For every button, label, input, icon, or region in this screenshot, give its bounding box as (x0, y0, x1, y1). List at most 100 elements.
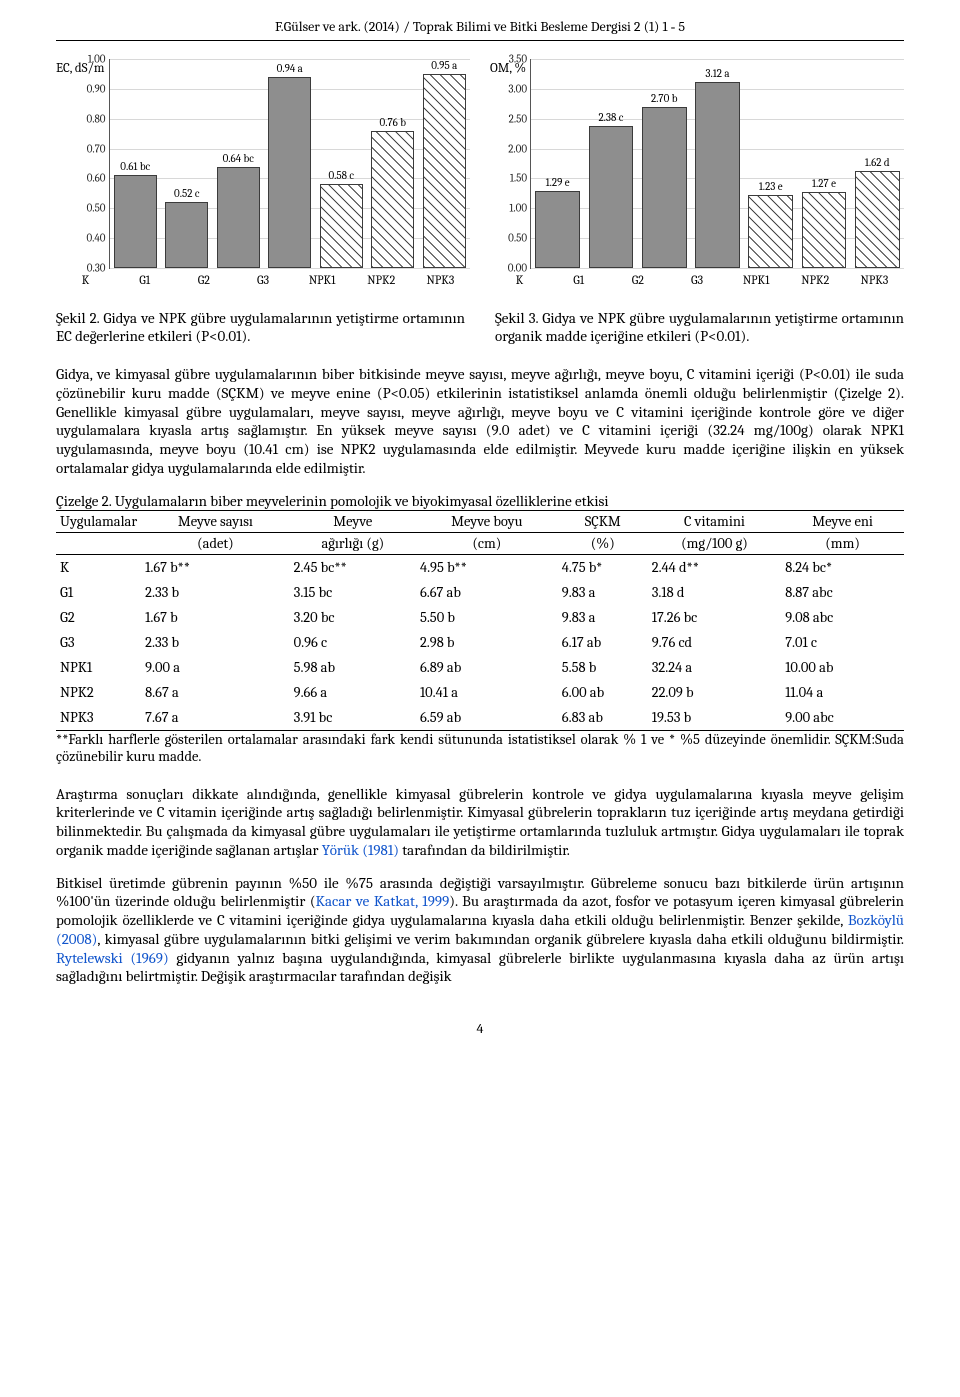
table-cell: 9.76 cd (648, 630, 781, 655)
bar-rect (320, 184, 363, 268)
bar-rect (589, 126, 634, 268)
charts-row: EC, dS/m 1.000.900.800.700.600.500.400.3… (56, 59, 904, 287)
table-cell: 9.00 abc (781, 705, 904, 731)
table-cizelge2: UygulamalarMeyve sayısıMeyveMeyve boyuSÇ… (56, 510, 904, 731)
ytick: 0.50 (508, 232, 531, 245)
table-cell: 10.00 ab (781, 655, 904, 680)
ytick: 1.00 (88, 53, 110, 66)
table-row: NPK19.00 a5.98 ab6.89 ab5.58 b32.24 a10.… (56, 655, 904, 680)
table-row: K1.67 b**2.45 bc**4.95 b**4.75 b*2.44 d*… (56, 554, 904, 580)
table-header: Meyve boyu (416, 510, 558, 532)
ytick: 1.00 (509, 202, 531, 215)
table-row: G12.33 b3.15 bc6.67 ab9.83 a3.18 d8.87 a… (56, 580, 904, 605)
table-cell: 9.08 abc (781, 605, 904, 630)
xtick: NPK1 (731, 273, 781, 287)
citation-link[interactable]: Rytelewski (1969) (56, 949, 169, 967)
table-footnote: **Farklı harflerle gösterilen ortalamala… (56, 731, 904, 765)
bar-rect (535, 191, 580, 268)
bar-value-label: 0.64 bc (223, 152, 254, 165)
text-run: , kimyasal gübre uygulamalarının bitki g… (97, 930, 904, 948)
ytick: 0.50 (87, 202, 110, 215)
xtick: NPK1 (297, 273, 347, 287)
xtick: NPK3 (416, 273, 466, 287)
table-cell: 5.58 b (558, 655, 648, 680)
table-cell: 9.00 a (141, 655, 290, 680)
table-cell: 8.87 abc (781, 580, 904, 605)
bar-NPK3: 0.95 a (423, 59, 466, 268)
bar-value-label: 0.52 c (174, 187, 199, 200)
table-cell: 6.83 ab (558, 705, 648, 731)
table-cell: NPK3 (56, 705, 141, 731)
xtick: NPK3 (850, 273, 900, 287)
table-cell: 1.67 b (141, 605, 290, 630)
table-cell: NPK2 (56, 680, 141, 705)
table-header: Meyve eni (781, 510, 904, 532)
table-cell: 7.01 c (781, 630, 904, 655)
bar-NPK3: 1.62 d (855, 59, 900, 268)
table-cell: 5.50 b (416, 605, 558, 630)
xtick: K (61, 273, 111, 287)
table-cell: 3.91 bc (290, 705, 416, 731)
ytick: 2.00 (508, 142, 531, 155)
bar-G1: 2.38 c (589, 59, 634, 268)
table-cell: 9.66 a (290, 680, 416, 705)
xtick: G3 (238, 273, 288, 287)
bar-rect (855, 171, 900, 268)
paragraph-2: Araştırma sonuçları dikkate alındığında,… (56, 785, 904, 860)
chart-ec-plot: 1.000.900.800.700.600.500.400.300.61 bc0… (109, 59, 471, 269)
bar-G3: 0.94 a (268, 59, 311, 268)
bar-value-label: 0.76 b (380, 116, 406, 129)
table-header: Meyve sayısı (141, 510, 290, 532)
table-subheader: (mg/100 g) (648, 532, 781, 554)
table-row: G32.33 b0.96 c2.98 b6.17 ab9.76 cd7.01 c (56, 630, 904, 655)
bar-value-label: 1.23 e (759, 180, 783, 193)
bar-rect (217, 167, 260, 269)
bar-rect (642, 107, 687, 268)
bar-value-label: 0.95 a (431, 59, 457, 72)
table-cell: 4.95 b** (416, 554, 558, 580)
bar-NPK1: 0.58 c (320, 59, 363, 268)
table-cell: 32.24 a (648, 655, 781, 680)
citation-link[interactable]: Kacar ve Katkat, 1999 (316, 892, 450, 910)
bar-value-label: 0.61 bc (120, 160, 150, 173)
bar-value-label: 0.94 a (277, 62, 303, 75)
bar-value-label: 2.38 c (598, 111, 623, 124)
ytick: 0.00 (508, 262, 531, 275)
ytick: 0.70 (87, 142, 110, 155)
table-cell: 7.67 a (141, 705, 290, 731)
ytick: 0.90 (87, 82, 110, 95)
table-row: G21.67 b3.20 bc5.50 b9.83 a17.26 bc9.08 … (56, 605, 904, 630)
table-cell: 3.15 bc (290, 580, 416, 605)
table-header: Meyve (290, 510, 416, 532)
table-subheader: (cm) (416, 532, 558, 554)
bar-G3: 3.12 a (695, 59, 740, 268)
citation-link[interactable]: Yörük (1981) (322, 841, 399, 859)
table-row: NPK37.67 a3.91 bc6.59 ab6.83 ab19.53 b9.… (56, 705, 904, 731)
bar-K: 0.61 bc (114, 59, 157, 268)
paragraph-1: Gidya, ve kimyasal gübre uygulamalarının… (56, 365, 904, 478)
table-cell: G1 (56, 580, 141, 605)
bar-NPK2: 0.76 b (371, 59, 414, 268)
table-row: NPK28.67 a9.66 a10.41 a6.00 ab22.09 b11.… (56, 680, 904, 705)
caption-row: Şekil 2. Gidya ve NPK gübre uygulamaları… (56, 309, 904, 345)
table-cell: 11.04 a (781, 680, 904, 705)
bar-value-label: 0.58 c (328, 169, 354, 182)
table-cell: 6.17 ab (558, 630, 648, 655)
bar-value-label: 3.12 a (705, 67, 729, 80)
bar-G2: 0.64 bc (217, 59, 260, 268)
table-cell: 8.67 a (141, 680, 290, 705)
chart-om: OM, % 3.503.002.502.001.501.000.500.001.… (490, 59, 904, 287)
table-cell: 9.83 a (558, 580, 648, 605)
table-cell: 10.41 a (416, 680, 558, 705)
table-cell: G2 (56, 605, 141, 630)
ytick: 2.50 (509, 112, 531, 125)
table-title: Çizelge 2. Uygulamaların biber meyveleri… (56, 492, 904, 510)
xtick: G3 (672, 273, 722, 287)
table-cell: 3.20 bc (290, 605, 416, 630)
chart-ec-xticks: KG1G2G3NPK1NPK2NPK3 (56, 273, 470, 287)
table-cell: 22.09 b (648, 680, 781, 705)
xtick: K (495, 273, 545, 287)
table-cell: 2.33 b (141, 580, 290, 605)
table-cell: 2.44 d** (648, 554, 781, 580)
table-cell: 8.24 bc* (781, 554, 904, 580)
